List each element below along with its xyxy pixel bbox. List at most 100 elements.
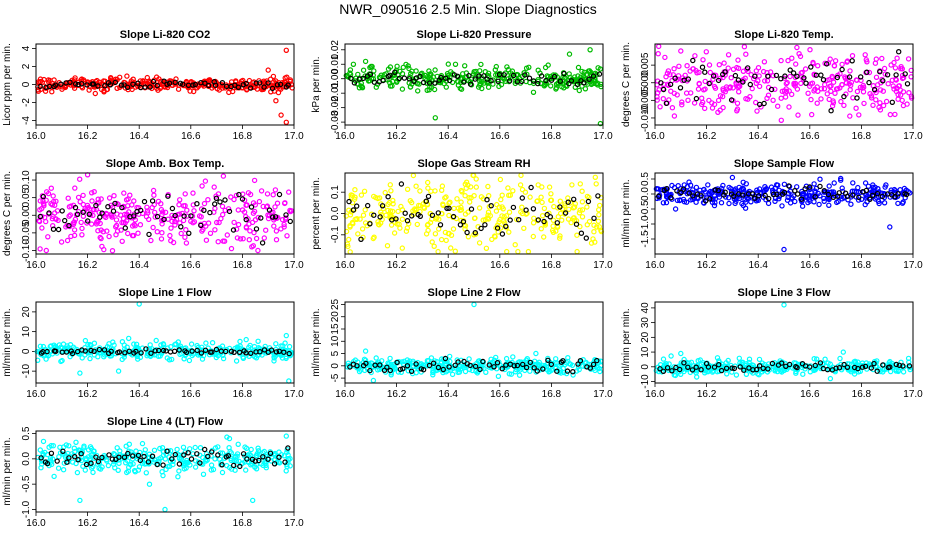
outlier-point <box>362 348 369 354</box>
selected-point <box>55 226 62 233</box>
data-point <box>731 187 738 193</box>
data-point <box>592 78 598 84</box>
selected-point <box>731 365 738 372</box>
data-point <box>271 223 277 229</box>
data-point <box>87 355 93 362</box>
data-point <box>81 208 88 214</box>
selected-point <box>554 368 560 374</box>
x-tick-label: 16.6 <box>181 260 201 271</box>
y-tick-label: -0.1 <box>330 226 341 244</box>
data-point <box>390 197 396 204</box>
outlier-point <box>729 174 736 181</box>
selected-point <box>367 367 373 374</box>
selected-point <box>207 209 213 216</box>
data-point <box>237 236 244 242</box>
data-point <box>234 344 240 350</box>
selected-point <box>169 456 175 462</box>
selected-point <box>856 194 862 201</box>
data-point <box>100 78 107 84</box>
data-point <box>360 212 367 218</box>
data-point <box>168 356 175 363</box>
y-tick-label: 0 <box>21 348 32 354</box>
selected-point <box>367 71 374 78</box>
data-point <box>255 338 261 344</box>
y-tick-label: 40 <box>640 302 651 314</box>
x-tick-label: 16.0 <box>26 131 46 142</box>
outlier-point <box>146 481 153 487</box>
selected-point <box>787 67 793 73</box>
data-point <box>485 209 492 215</box>
data-point <box>498 196 504 203</box>
selected-point <box>237 463 243 470</box>
data-point <box>190 88 197 95</box>
data-point <box>240 235 246 242</box>
selected-point <box>122 350 128 356</box>
data-point <box>245 190 252 196</box>
selected-point <box>477 366 483 373</box>
data-point <box>562 203 568 209</box>
data-point <box>763 186 769 193</box>
selected-point <box>180 81 186 87</box>
selected-point <box>906 363 913 369</box>
data-point <box>749 85 755 92</box>
selected-point <box>685 76 692 82</box>
data-point <box>826 96 832 103</box>
y-tick-label: 30 <box>640 317 651 329</box>
data-point <box>577 223 583 230</box>
data-point <box>692 53 698 59</box>
data-point <box>512 241 518 248</box>
outlier-point <box>432 115 438 121</box>
data-point <box>91 455 98 462</box>
data-point <box>838 98 844 105</box>
data-point <box>359 226 366 232</box>
selected-point <box>176 461 183 467</box>
data-point <box>872 184 878 190</box>
data-point <box>387 83 394 89</box>
data-point <box>231 196 237 203</box>
data-point <box>126 209 132 215</box>
chart-title: Slope Amb. Box Temp. <box>106 158 225 170</box>
plot-frame <box>35 43 295 126</box>
selected-point <box>178 224 184 230</box>
x-tick-label: 16.2 <box>78 518 98 529</box>
data-point <box>666 97 672 103</box>
data-point <box>467 79 474 85</box>
selected-point <box>732 72 739 79</box>
selected-point <box>239 196 246 202</box>
x-tick-label: 17.0 <box>284 518 304 529</box>
selected-point <box>61 217 68 224</box>
data-point <box>538 225 545 232</box>
x-tick-label: 16.0 <box>335 389 355 400</box>
chart-title: Slope Line 2 Flow <box>428 287 521 299</box>
data-point <box>458 207 465 213</box>
data-point <box>158 342 164 348</box>
outlier-point <box>892 111 898 118</box>
data-point <box>656 43 662 50</box>
data-point <box>104 344 111 350</box>
selected-point <box>394 359 400 366</box>
data-point <box>702 78 708 85</box>
selected-point <box>472 363 479 370</box>
data-point <box>157 445 163 452</box>
data-point <box>668 353 674 359</box>
data-point <box>387 212 393 218</box>
selected-point <box>192 81 198 88</box>
data-point <box>197 445 204 451</box>
y-axis-label: kPa per min. <box>311 56 322 112</box>
data-point <box>426 358 432 364</box>
data-point <box>124 203 131 209</box>
selected-point <box>519 195 526 201</box>
data-point <box>707 188 714 195</box>
data-point <box>829 103 836 109</box>
selected-point <box>360 75 366 82</box>
data-point <box>347 212 354 218</box>
y-axis-label: degrees C per min. <box>2 171 13 256</box>
data-point <box>572 201 579 207</box>
data-point <box>272 187 279 193</box>
selected-point <box>825 191 832 198</box>
data-point <box>360 67 367 73</box>
selected-point <box>235 84 242 91</box>
selected-point <box>149 453 156 459</box>
selected-point <box>548 77 555 83</box>
data-point <box>550 223 556 229</box>
